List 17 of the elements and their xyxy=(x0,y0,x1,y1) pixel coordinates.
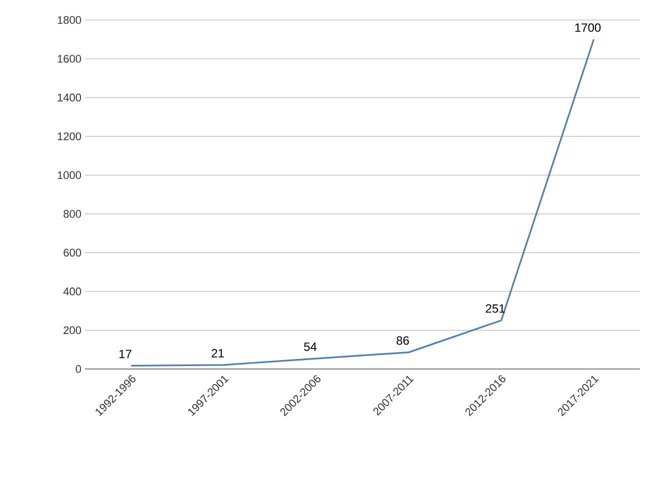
line-series xyxy=(130,38,595,366)
data-label: 1700 xyxy=(575,23,601,32)
y-tick-label: 800 xyxy=(64,210,82,218)
y-tick-label: 1400 xyxy=(58,94,82,102)
y-tick-label: 0 xyxy=(76,365,82,373)
y-tick-label: 1800 xyxy=(58,16,82,24)
data-label: 21 xyxy=(212,349,224,358)
y-tick-label: 1200 xyxy=(58,132,82,140)
data-label: 17 xyxy=(119,350,132,358)
y-tick-label: 400 xyxy=(63,288,82,296)
data-label: 251 xyxy=(486,304,505,313)
data-label: 54 xyxy=(304,342,317,351)
y-tick-label: 1000 xyxy=(58,171,82,179)
data-label: 86 xyxy=(396,336,409,345)
y-tick-label: 1600 xyxy=(58,54,82,63)
y-tick-label: 200 xyxy=(64,326,82,334)
y-tick-label: 600 xyxy=(64,248,82,257)
